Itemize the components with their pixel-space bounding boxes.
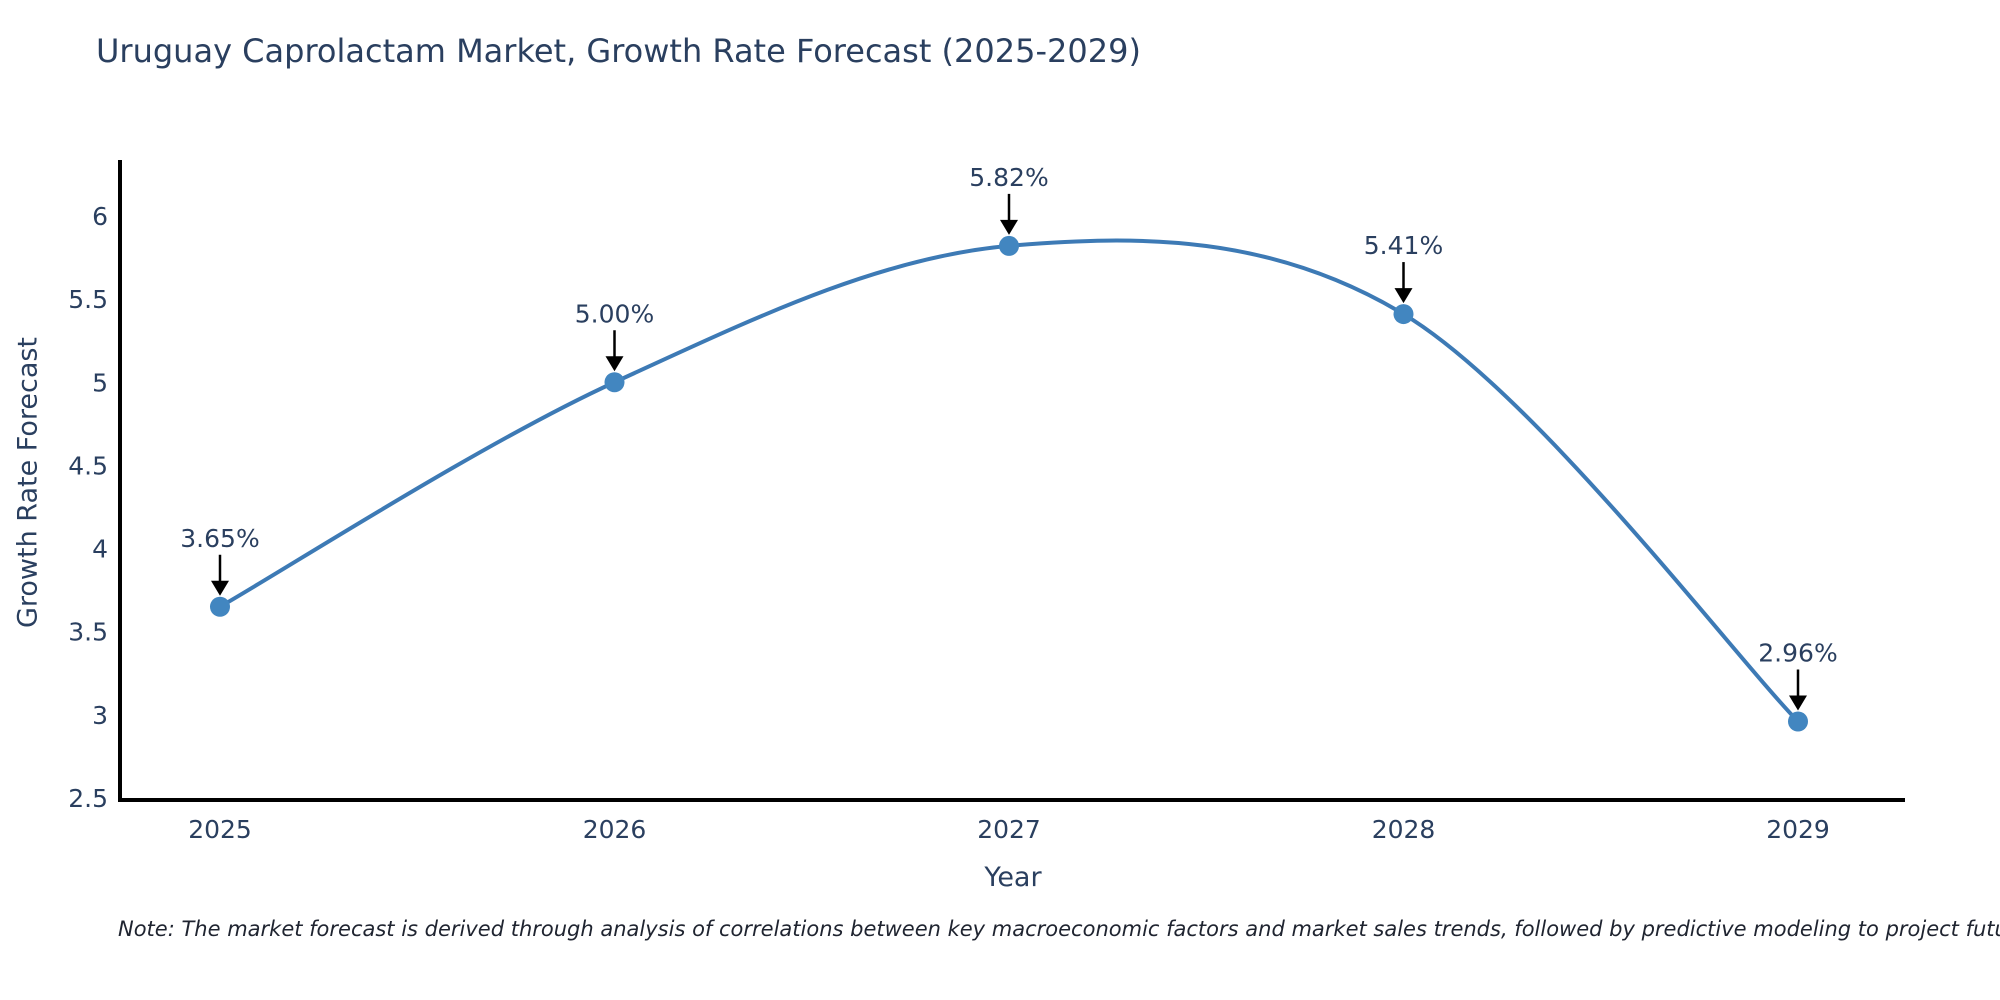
annotation-arrowhead xyxy=(605,356,624,372)
y-axis-title: Growth Rate Forecast xyxy=(12,336,44,629)
y-tick-label: 5.5 xyxy=(68,285,108,314)
annotation-arrowhead xyxy=(211,580,229,596)
y-tick-label: 2.5 xyxy=(68,784,108,813)
x-tick-label: 2027 xyxy=(977,815,1041,844)
y-tick-label: 3.5 xyxy=(68,618,108,647)
forecast-line xyxy=(219,238,1800,723)
chart-title: Uruguay Caprolactam Market, Growth Rate … xyxy=(96,32,1141,70)
point-value-label: 5.82% xyxy=(969,163,1048,192)
y-tick-label: 4 xyxy=(92,535,108,564)
footnote: Note: The market forecast is derived thr… xyxy=(118,917,2000,941)
annotation-arrowhead xyxy=(1000,219,1018,235)
data-point-2028[interactable] xyxy=(1393,304,1414,325)
data-point-2025[interactable] xyxy=(210,596,230,617)
y-tick-label: 3 xyxy=(92,701,108,730)
annotation-arrowhead xyxy=(1394,288,1413,304)
x-tick-label: 2026 xyxy=(583,815,647,844)
data-point-2027[interactable] xyxy=(999,235,1019,256)
y-tick-label: 4.5 xyxy=(68,451,108,480)
x-axis-title: Year xyxy=(984,862,1042,893)
point-value-label: 3.65% xyxy=(180,524,259,553)
y-tick-label: 5 xyxy=(92,368,108,397)
x-tick-label: 2025 xyxy=(188,815,252,844)
point-value-label: 5.41% xyxy=(1364,231,1443,260)
point-value-label: 2.96% xyxy=(1758,639,1837,668)
data-point-2026[interactable] xyxy=(604,372,625,393)
x-tick-label: 2028 xyxy=(1372,815,1436,844)
x-tick-label: 2029 xyxy=(1766,815,1830,844)
annotation-arrowhead xyxy=(1789,695,1807,711)
point-value-label: 5.00% xyxy=(575,299,654,328)
data-point-2029[interactable] xyxy=(1788,711,1808,732)
y-tick-label: 6 xyxy=(92,202,108,231)
